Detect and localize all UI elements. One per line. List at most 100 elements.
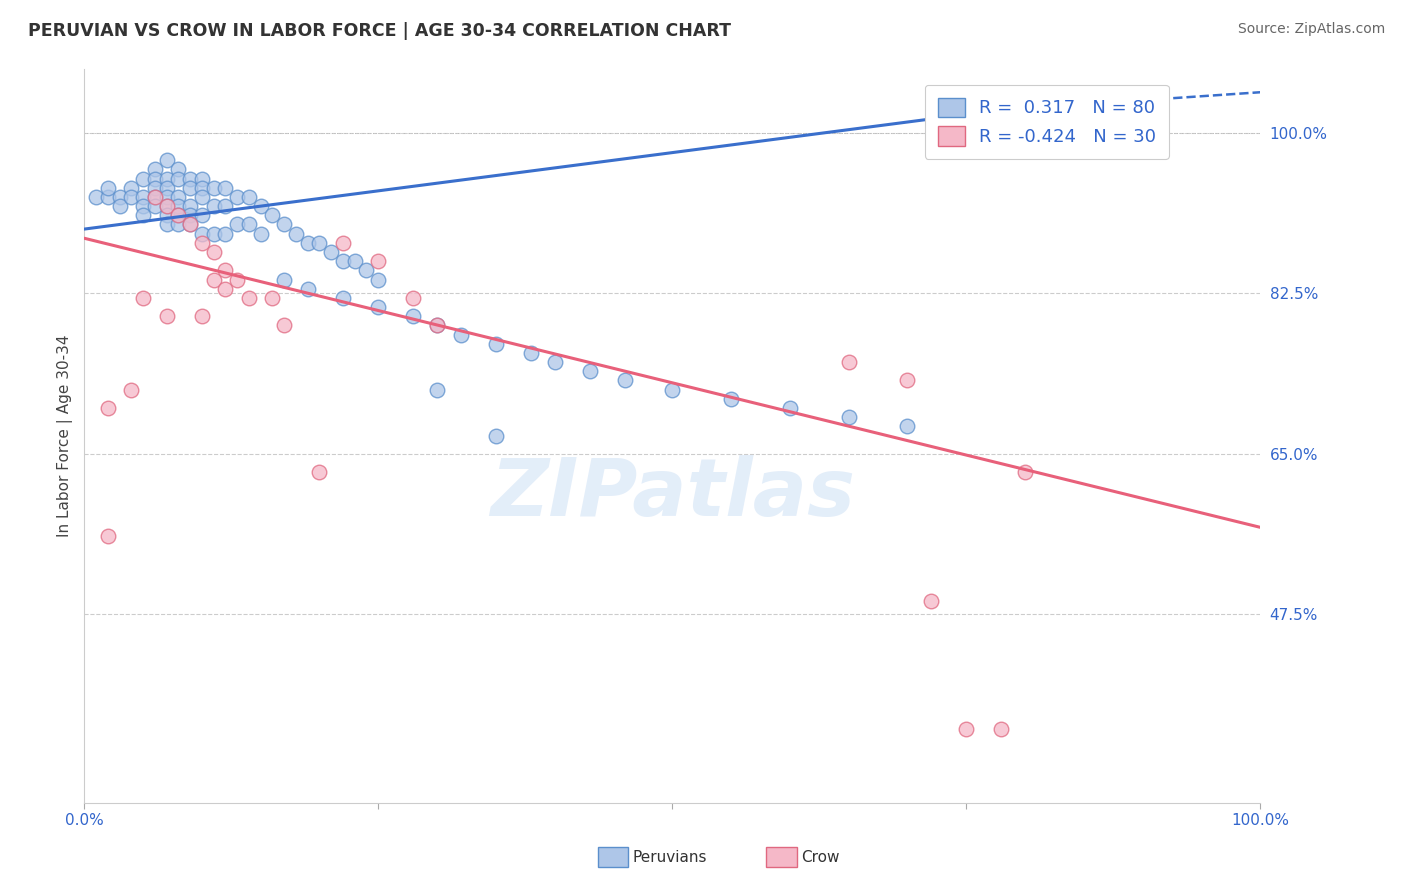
Point xyxy=(214,263,236,277)
Point xyxy=(120,383,142,397)
Point xyxy=(485,428,508,442)
Point xyxy=(238,190,260,204)
Point xyxy=(167,208,190,222)
Text: Crow: Crow xyxy=(801,850,839,864)
Point xyxy=(155,199,177,213)
Point xyxy=(343,254,366,268)
Point xyxy=(97,181,120,195)
Point xyxy=(167,190,190,204)
Point xyxy=(167,218,190,232)
Point xyxy=(155,199,177,213)
Point xyxy=(262,291,284,305)
Point xyxy=(167,171,190,186)
Point xyxy=(143,171,166,186)
Point xyxy=(120,190,142,204)
Point xyxy=(308,465,330,479)
Point xyxy=(450,327,472,342)
Point xyxy=(779,401,801,415)
Point xyxy=(191,181,214,195)
Point xyxy=(191,235,214,250)
Point xyxy=(214,282,236,296)
Point xyxy=(367,300,389,314)
Point xyxy=(84,190,107,204)
Point xyxy=(179,218,201,232)
Point xyxy=(249,199,271,213)
Point xyxy=(614,374,637,388)
Point xyxy=(332,254,354,268)
Point xyxy=(308,235,330,250)
Point xyxy=(426,318,449,333)
Point xyxy=(167,208,190,222)
Point xyxy=(155,208,177,222)
Point xyxy=(202,199,225,213)
Point xyxy=(202,227,225,241)
Point xyxy=(143,190,166,204)
Text: Peruvians: Peruvians xyxy=(633,850,707,864)
Point xyxy=(402,310,425,324)
Point xyxy=(520,346,543,360)
Point xyxy=(661,383,683,397)
Point xyxy=(262,208,284,222)
Point xyxy=(426,383,449,397)
Point xyxy=(249,227,271,241)
Point xyxy=(238,291,260,305)
Point xyxy=(226,218,249,232)
Point xyxy=(108,199,131,213)
Point xyxy=(356,263,378,277)
Point xyxy=(155,171,177,186)
Point xyxy=(273,272,295,286)
Point xyxy=(332,291,354,305)
Point xyxy=(273,318,295,333)
Point xyxy=(191,171,214,186)
Point xyxy=(920,593,942,607)
Point xyxy=(837,355,859,369)
Point xyxy=(143,190,166,204)
Point xyxy=(155,153,177,168)
Point xyxy=(955,722,977,736)
Point xyxy=(214,227,236,241)
Point xyxy=(543,355,565,369)
Point xyxy=(321,245,343,260)
Point xyxy=(214,181,236,195)
Point xyxy=(191,208,214,222)
Point xyxy=(167,162,190,177)
Point xyxy=(238,218,260,232)
Point xyxy=(367,272,389,286)
Point xyxy=(426,318,449,333)
Text: Source: ZipAtlas.com: Source: ZipAtlas.com xyxy=(1237,22,1385,37)
Point xyxy=(179,218,201,232)
Point xyxy=(97,401,120,415)
Point xyxy=(720,392,742,406)
Point xyxy=(120,181,142,195)
Point xyxy=(1014,465,1036,479)
Point xyxy=(155,310,177,324)
Point xyxy=(179,208,201,222)
Legend: R =  0.317   N = 80, R = -0.424   N = 30: R = 0.317 N = 80, R = -0.424 N = 30 xyxy=(925,85,1168,159)
Point xyxy=(837,410,859,425)
Point xyxy=(202,272,225,286)
Point xyxy=(202,245,225,260)
Point xyxy=(297,235,319,250)
Point xyxy=(191,310,214,324)
Point xyxy=(108,190,131,204)
Point xyxy=(97,190,120,204)
Point xyxy=(132,199,155,213)
Point xyxy=(402,291,425,305)
Point xyxy=(579,364,602,378)
Point xyxy=(284,227,307,241)
Point xyxy=(896,374,918,388)
Point xyxy=(132,291,155,305)
Point xyxy=(167,199,190,213)
Point xyxy=(896,419,918,434)
Y-axis label: In Labor Force | Age 30-34: In Labor Force | Age 30-34 xyxy=(58,334,73,537)
Point xyxy=(191,190,214,204)
Point xyxy=(990,722,1012,736)
Point xyxy=(214,199,236,213)
Point xyxy=(132,171,155,186)
Point xyxy=(226,190,249,204)
Point xyxy=(179,181,201,195)
Point xyxy=(132,190,155,204)
Text: PERUVIAN VS CROW IN LABOR FORCE | AGE 30-34 CORRELATION CHART: PERUVIAN VS CROW IN LABOR FORCE | AGE 30… xyxy=(28,22,731,40)
Point xyxy=(297,282,319,296)
Point xyxy=(143,162,166,177)
